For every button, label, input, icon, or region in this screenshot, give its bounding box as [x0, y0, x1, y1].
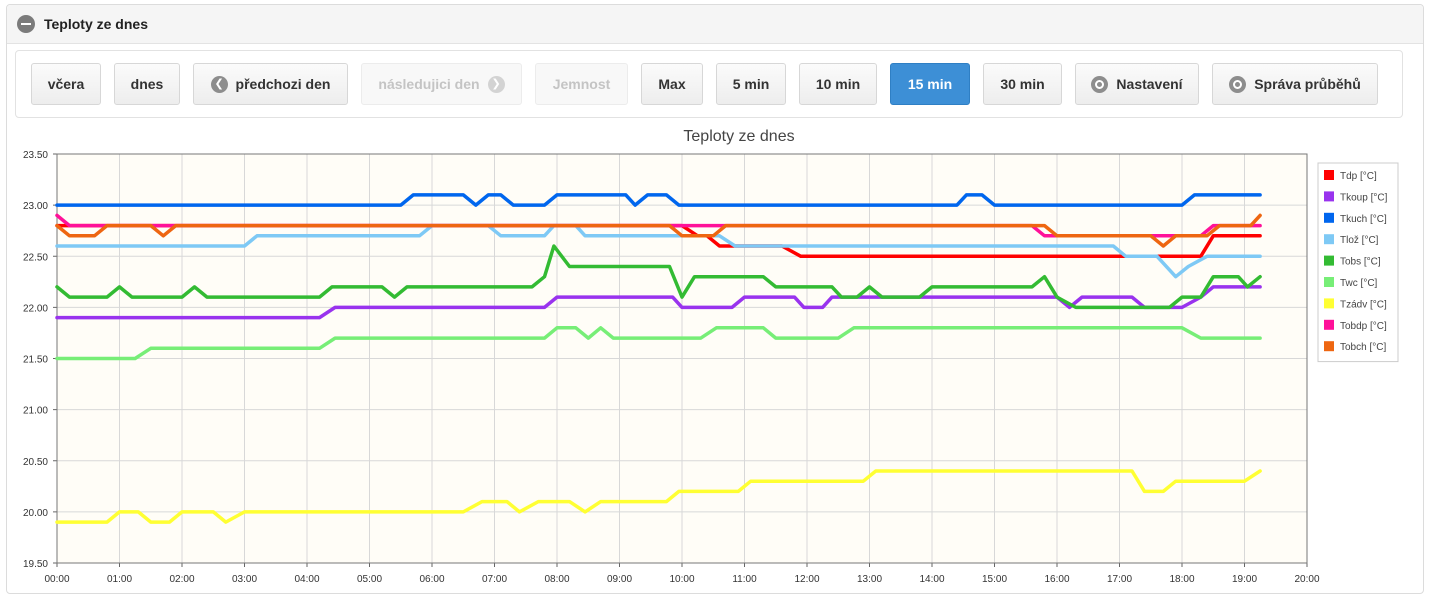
10-min-label: 10 min — [815, 76, 861, 92]
legend-swatch — [1324, 234, 1334, 245]
legend-swatch — [1324, 277, 1334, 287]
legend-label: Tzádv [°C] — [1340, 299, 1387, 310]
collapse-minus-icon[interactable] — [17, 15, 35, 33]
gear-icon — [1229, 75, 1247, 93]
legend-label: Tobch [°C] — [1340, 342, 1386, 353]
toolbar: včera dnes ❮ předchozi den následujici d… — [15, 50, 1403, 118]
settings-label: Nastavení — [1116, 76, 1183, 92]
30-min-button[interactable]: 30 min — [983, 63, 1062, 105]
15-min-button[interactable]: 15 min — [890, 63, 970, 105]
x-tick-label: 17:00 — [1107, 574, 1132, 585]
today-label: dnes — [130, 76, 164, 92]
x-tick-label: 18:00 — [1169, 574, 1194, 585]
legend-label: Tdp [°C] — [1340, 171, 1377, 182]
legend-label: Tlož [°C] — [1340, 235, 1379, 246]
x-tick-label: 04:00 — [294, 574, 319, 585]
series-line — [55, 193, 1262, 207]
y-tick-label: 23.00 — [23, 201, 48, 212]
5-min-label: 5 min — [732, 76, 770, 92]
x-tick-label: 16:00 — [1044, 574, 1069, 585]
manage-series-label: Správa průběhů — [1254, 76, 1361, 92]
legend-label: Tobdp [°C] — [1340, 321, 1387, 332]
next-day-button[interactable]: následujici den ❯ — [361, 63, 522, 105]
granularity-label: Jemnost — [552, 76, 611, 92]
x-tick-label: 07:00 — [482, 574, 507, 585]
x-tick-label: 13:00 — [857, 574, 882, 585]
legend-swatch — [1324, 319, 1334, 330]
manage-series-button[interactable]: Správa průběhů — [1212, 63, 1378, 105]
y-tick-label: 22.00 — [23, 303, 48, 314]
panel-header: Teploty ze dnes — [7, 5, 1423, 44]
y-tick-label: 21.00 — [23, 406, 48, 417]
x-tick-label: 11:00 — [732, 574, 757, 585]
series-line — [55, 326, 1262, 361]
arrow-left-icon: ❮ — [210, 75, 228, 93]
y-tick-label: 23.50 — [23, 150, 48, 161]
legend-swatch — [1324, 170, 1334, 180]
x-tick-label: 08:00 — [544, 574, 569, 585]
yesterday-label: včera — [47, 76, 85, 92]
gear-icon — [1091, 75, 1109, 93]
x-tick-label: 15:00 — [982, 574, 1007, 585]
max-label: Max — [658, 76, 686, 92]
legend-swatch — [1324, 191, 1334, 202]
legend-swatch — [1324, 341, 1334, 352]
y-tick-label: 21.50 — [23, 355, 48, 366]
x-tick-label: 06:00 — [419, 574, 444, 585]
y-tick-label: 20.50 — [23, 457, 48, 468]
x-tick-label: 09:00 — [607, 574, 632, 585]
arrow-right-icon: ❯ — [487, 75, 505, 93]
today-button[interactable]: dnes — [114, 63, 180, 105]
max-button[interactable]: Max — [641, 63, 703, 105]
x-tick-label: 05:00 — [357, 574, 382, 585]
legend-swatch — [1324, 255, 1334, 266]
temperature-line-chart: Teploty ze dnes 23.50 23.00 22.50 22.00 21.50… — [23, 128, 1399, 585]
y-tick-label: 22.50 — [23, 252, 48, 263]
settings-button[interactable]: Nastavení — [1075, 63, 1199, 105]
series-line — [55, 213, 1262, 248]
series-line — [55, 244, 1262, 310]
y-tick-label: 20.00 — [23, 508, 48, 519]
x-tick-label: 03:00 — [232, 574, 257, 585]
chart-title: Teploty ze dnes — [683, 128, 794, 145]
x-tick-label: 19:00 — [1232, 574, 1257, 585]
x-tick-label: 20:00 — [1294, 574, 1319, 585]
yesterday-button[interactable]: včera — [31, 63, 101, 105]
series-line — [55, 469, 1262, 524]
legend-label: Tkoup [°C] — [1340, 192, 1388, 203]
legend-label: Tkuch [°C] — [1340, 214, 1387, 225]
legend-swatch — [1324, 298, 1334, 309]
x-tick-label: 12:00 — [794, 574, 819, 585]
y-tick-label: 19.50 — [23, 559, 48, 570]
x-tick-label: 10:00 — [669, 574, 694, 585]
legend-label: Tobs [°C] — [1340, 257, 1381, 268]
5-min-button[interactable]: 5 min — [716, 63, 786, 105]
10-min-button[interactable]: 10 min — [799, 63, 877, 105]
x-tick-label: 02:00 — [169, 574, 194, 585]
panel-title: Teploty ze dnes — [44, 16, 148, 32]
granularity-button[interactable]: Jemnost — [535, 63, 628, 105]
legend-swatch — [1324, 212, 1334, 223]
15-min-label: 15 min — [907, 76, 953, 92]
series-line — [55, 223, 1262, 279]
legend-label: Twc [°C] — [1340, 278, 1378, 289]
x-tick-label: 01:00 — [107, 574, 132, 585]
next-day-label: následujici den — [378, 76, 480, 92]
x-tick-label: 00:00 — [44, 574, 69, 585]
30-min-label: 30 min — [1000, 76, 1045, 92]
x-tick-label: 14:00 — [919, 574, 944, 585]
previous-day-button[interactable]: ❮ předchozi den — [193, 63, 348, 105]
previous-day-label: předchozi den — [235, 76, 331, 92]
